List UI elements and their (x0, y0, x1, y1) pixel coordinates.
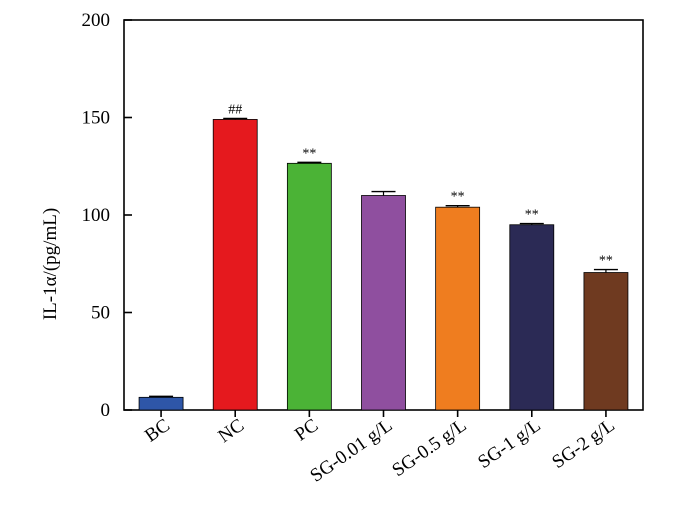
significance-label: ## (228, 102, 242, 117)
y-tick-label: 0 (101, 400, 111, 421)
bars: ## ** ** ** ** (138, 102, 629, 411)
bar (583, 272, 629, 411)
y-axis-ticks: 0 50 100 150 200 (82, 10, 132, 421)
significance-label: ** (525, 208, 539, 223)
bar (138, 396, 184, 411)
bar (212, 119, 258, 411)
significance-label: ** (302, 146, 316, 161)
x-tick-label: SG-2 g/L (548, 415, 618, 473)
x-tick-label: PC (291, 415, 322, 446)
y-axis-label: IL-1α/(pg/mL) (40, 208, 61, 320)
x-tick-label: NC (214, 415, 248, 447)
significance-label: ** (599, 254, 613, 269)
x-tick-label: SG-0.5 g/L (388, 415, 470, 481)
x-tick-label: SG-1 g/L (474, 415, 544, 473)
bar (509, 224, 555, 411)
significance-label: ** (451, 190, 465, 205)
bar (435, 206, 481, 411)
bar (286, 162, 332, 411)
y-tick-label: 200 (82, 10, 111, 31)
bar (361, 195, 406, 411)
y-tick-label: 100 (82, 205, 111, 226)
x-tick-label: BC (141, 415, 174, 447)
y-tick-label: 50 (91, 303, 110, 324)
y-tick-label: 150 (82, 108, 111, 129)
x-tick-label: SG-0.01 g/L (307, 415, 397, 487)
